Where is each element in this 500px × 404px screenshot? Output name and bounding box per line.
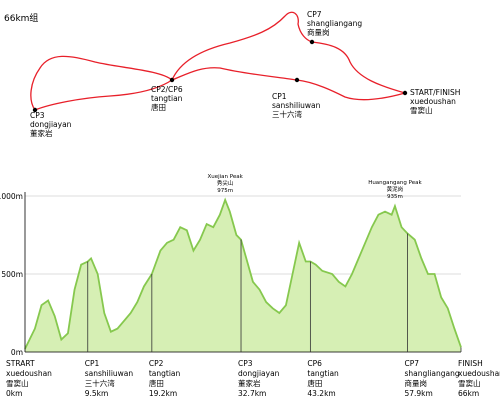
- checkpoint-label: 雪窦山: [6, 378, 29, 388]
- checkpoint-label: 57.9km: [404, 389, 432, 398]
- checkpoint-label: CP1: [85, 359, 100, 368]
- checkpoint-dot: [32, 107, 38, 113]
- map-label: tangtian: [151, 94, 183, 103]
- checkpoint-label: 唐田: [307, 378, 322, 388]
- peak-marker: [394, 205, 396, 207]
- checkpoint-label: CP2: [149, 359, 164, 368]
- checkpoint-label: tangtian: [307, 369, 339, 378]
- peak-label: 秀尖山: [217, 179, 234, 187]
- peak-label: 975m: [217, 188, 233, 194]
- y-tick-label: 0m: [11, 348, 23, 357]
- checkpoint-label: 9.5km: [85, 389, 109, 398]
- route: [30, 11, 406, 111]
- checkpoint-label: 雪窦山: [458, 378, 481, 388]
- checkpoint-label: CP3: [238, 359, 253, 368]
- map-title: 66km组: [4, 12, 38, 24]
- map-label: CP1: [272, 92, 287, 101]
- checkpoint-label: 66km: [458, 389, 479, 398]
- area-line: [24, 197, 462, 350]
- checkpoint-label: STRART: [6, 359, 35, 368]
- checkpoint-label: CP6: [307, 359, 322, 368]
- map-label: 三十六湾: [272, 109, 302, 119]
- map-label: 唐田: [151, 102, 166, 112]
- peak-label: Xuejian Peak: [207, 174, 243, 180]
- map-label: xuedoushan: [410, 97, 456, 106]
- checkpoint-label: dongjiayan: [238, 369, 280, 378]
- map-label: shangliangang: [307, 19, 362, 28]
- checkpoint-label: shangliangang: [404, 369, 459, 378]
- map-label: 雪窦山: [410, 105, 433, 115]
- map-label: dongjiayan: [30, 120, 72, 129]
- checkpoint-label: xuedoushan: [458, 369, 500, 378]
- map-label: sanshiliuwan: [272, 101, 321, 110]
- peak-label: 黄泥岗: [387, 185, 404, 193]
- checkpoint-label: 0km: [6, 389, 22, 398]
- checkpoint-label: xuedoushan: [6, 369, 52, 378]
- map-label: CP2/CP6: [151, 85, 183, 94]
- map-label: 商量岗: [307, 27, 330, 37]
- area-fill: [25, 199, 461, 352]
- map-label: START/FINISH: [410, 88, 460, 97]
- y-tick-label: 1000m: [0, 192, 23, 201]
- checkpoint-label: 19.2km: [149, 389, 177, 398]
- checkpoint-label: 32.7km: [238, 389, 266, 398]
- checkpoint-label: 商量岗: [404, 378, 427, 388]
- checkpoint-label: 董家岩: [238, 378, 261, 388]
- checkpoint-label: FINISH: [458, 359, 483, 368]
- map-label: CP3: [30, 111, 45, 120]
- checkpoint-dot: [294, 77, 300, 83]
- checkpoint-label: 三十六湾: [85, 378, 115, 388]
- checkpoint-dot: [169, 77, 175, 83]
- map-label: 董家岩: [30, 128, 53, 138]
- peak-label: 935m: [387, 194, 403, 200]
- checkpoint-label: 43.2km: [307, 389, 335, 398]
- map-label: CP7: [307, 10, 322, 19]
- checkpoint-dot: [309, 39, 315, 45]
- checkpoint-label: 唐田: [149, 378, 164, 388]
- peak-marker: [224, 199, 226, 201]
- checkpoint-label: sanshiliuwan: [85, 369, 134, 378]
- y-tick-label: 500m: [1, 270, 23, 279]
- checkpoint-dot: [402, 90, 408, 96]
- checkpoint-label: tangtian: [149, 369, 181, 378]
- elevation-chart: 0m500m1000mSTRARTxuedoushan雪窦山0kmCP1sans…: [0, 174, 500, 398]
- checkpoint-label: CP7: [404, 359, 419, 368]
- peak-label: Huangangang Peak: [368, 180, 422, 186]
